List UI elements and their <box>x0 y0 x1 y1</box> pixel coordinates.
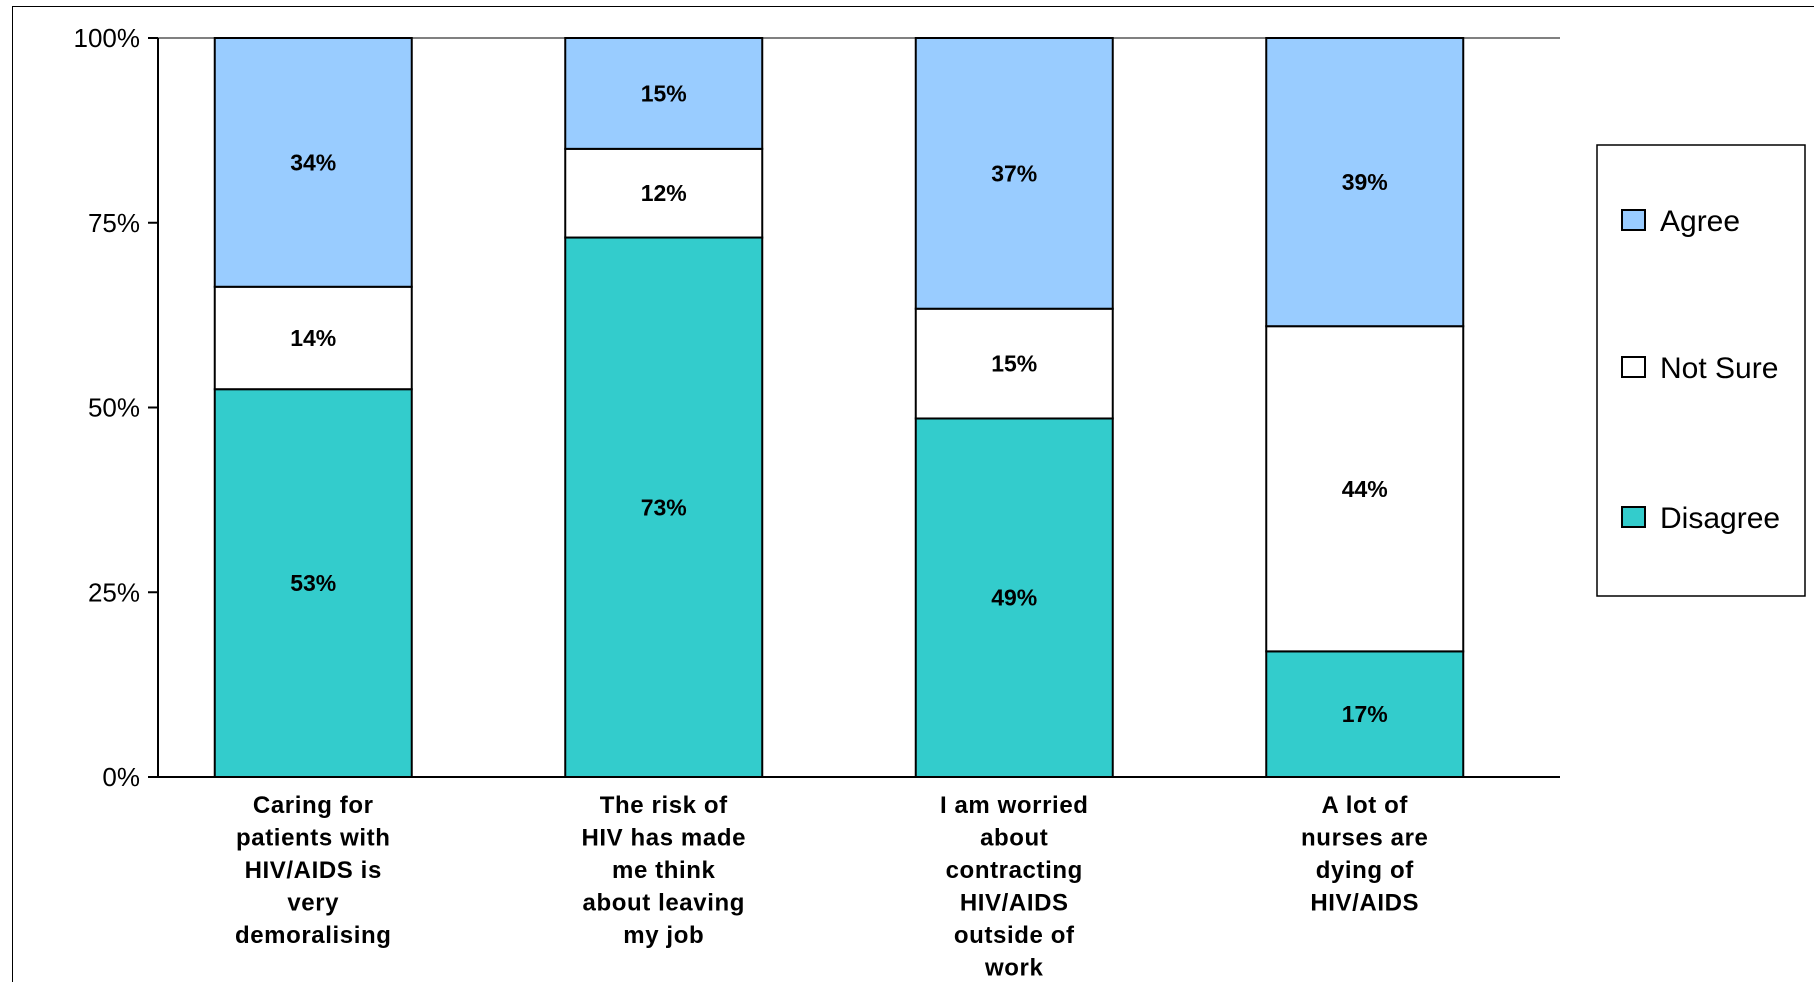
data-label: 15% <box>641 80 687 106</box>
data-label: 12% <box>641 180 687 206</box>
legend-label: Disagree <box>1660 502 1780 535</box>
bar-segment-not-sure <box>914 307 1114 420</box>
y-tick-label: 25% <box>88 577 140 607</box>
bars: 53% 14% 34% 73% 12% 15% 49% 15% 37% 17% 44% 39% <box>213 37 1465 778</box>
bar-segment-agree <box>564 37 764 150</box>
bar-segment-agree <box>213 37 413 288</box>
data-label: 37% <box>991 160 1037 186</box>
legend-swatch-not-sure <box>1621 356 1646 378</box>
bar-segment-disagree <box>213 388 413 778</box>
data-label: 14% <box>290 325 336 351</box>
legend: Agree Not Sure Disagree <box>1596 144 1806 597</box>
legend-swatch-agree <box>1621 209 1646 231</box>
category-labels: Caring for patients with HIV/AIDS is very de… <box>235 792 1428 982</box>
bar-segment-disagree <box>1265 650 1465 778</box>
legend-swatch-disagree <box>1621 506 1646 528</box>
data-label: 34% <box>290 149 336 175</box>
data-label: 53% <box>290 570 336 596</box>
y-tick-label: 0% <box>102 762 140 792</box>
y-tick-label: 75% <box>88 208 140 238</box>
category-label: Caring for patients with HIV/AIDS is very de… <box>235 792 392 949</box>
category-label: A lot of nurses are dying of HIV/AIDS <box>1301 792 1428 917</box>
legend-label: Not Sure <box>1660 352 1778 385</box>
data-label: 49% <box>991 585 1037 611</box>
data-label: 73% <box>641 494 687 520</box>
axes: 0% 25% 50% 75% 100% <box>74 23 1560 792</box>
category-label: The risk of HIV has made me think about lea… <box>581 792 746 949</box>
bar-segment-disagree <box>914 417 1114 778</box>
bar-segment-not-sure <box>213 285 413 391</box>
y-tick-label: 100% <box>74 23 141 53</box>
bar-segment-not-sure <box>1265 325 1465 653</box>
data-label: 15% <box>991 351 1037 377</box>
bar-segment-disagree <box>564 236 764 778</box>
legend-label: Agree <box>1660 205 1740 238</box>
y-tick-label: 50% <box>88 393 140 423</box>
bar-segment-agree <box>1265 37 1465 328</box>
chart-frame <box>12 6 1814 982</box>
bar-segment-agree <box>914 37 1114 310</box>
data-label: 17% <box>1342 701 1388 727</box>
data-label: 39% <box>1342 169 1388 195</box>
category-label: I am worried about contracting HIV/AIDS outs… <box>940 792 1089 982</box>
data-label: 44% <box>1342 476 1388 502</box>
